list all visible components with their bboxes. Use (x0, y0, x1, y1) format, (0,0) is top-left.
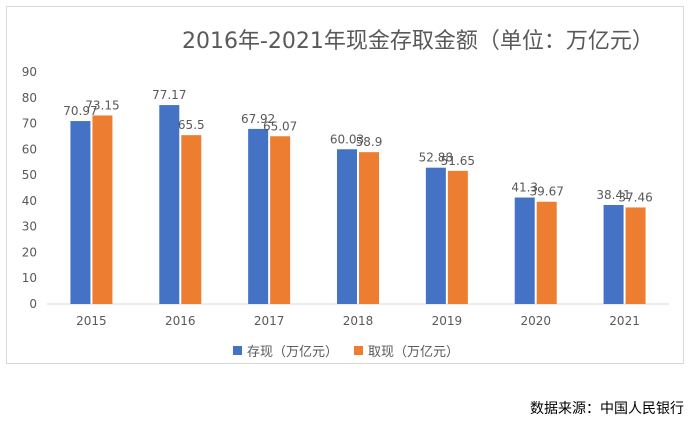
y-tick-label: 50 (22, 168, 37, 182)
data-label-withdrawal: 73.15 (85, 98, 119, 112)
data-label-deposit: 77.17 (152, 88, 186, 102)
legend-item-deposit: 存现（万亿元） (232, 341, 338, 360)
data-label-withdrawal: 65.07 (263, 119, 297, 133)
data-label-withdrawal: 65.5 (178, 118, 205, 132)
y-tick-label: 30 (22, 220, 37, 234)
y-tick-label: 80 (22, 91, 37, 105)
bar-deposit (159, 105, 180, 304)
bar-deposit (70, 121, 91, 304)
y-tick-label: 60 (22, 142, 37, 156)
legend-label-withdrawal: 取现（万亿元） (368, 345, 460, 360)
data-label-deposit: 52.88 (419, 151, 453, 165)
y-tick-label: 40 (22, 194, 37, 208)
bar-withdrawal (536, 201, 557, 304)
bar-withdrawal (270, 136, 291, 304)
legend-item-withdrawal: 取现（万亿元） (354, 341, 459, 360)
data-label-withdrawal: 58.9 (356, 135, 383, 149)
x-tick-label: 2017 (254, 314, 285, 328)
x-tick-label: 2021 (609, 314, 640, 328)
x-tick-label: 2018 (343, 314, 374, 328)
legend-label-deposit: 存现（万亿元） (246, 345, 338, 360)
data-label-withdrawal: 37.46 (618, 190, 652, 204)
bar-withdrawal (625, 207, 646, 304)
data-label-withdrawal: 39.67 (530, 185, 564, 199)
y-tick-label: 0 (29, 297, 37, 311)
chart-frame: 0 10 20 30 40 50 60 70 80 90 70.97 73.15 2015 77.17 65… (6, 6, 684, 364)
bar-withdrawal (359, 152, 379, 304)
bar-withdrawal (447, 170, 468, 304)
y-tick-label: 90 (22, 65, 37, 79)
x-tick-label: 2015 (76, 314, 107, 328)
bar-deposit (603, 204, 624, 304)
data-label-deposit: 60.03 (330, 132, 364, 146)
bar-deposit (248, 128, 269, 304)
chart-title: 2016年-2021年现金存取金额（单位：万亿元） (182, 29, 654, 54)
x-tick-label: 2020 (520, 314, 551, 328)
chart-legend: 存现（万亿元） 取现（万亿元） (7, 341, 685, 360)
bar-deposit (425, 167, 446, 304)
data-label-deposit: 38.41 (596, 188, 630, 202)
y-tick-label: 20 (22, 245, 37, 259)
bar-withdrawal (92, 115, 113, 305)
legend-swatch-withdrawal (354, 346, 363, 355)
data-label-withdrawal: 51.65 (441, 154, 475, 168)
x-tick-label: 2019 (432, 314, 463, 328)
bar-deposit (337, 149, 357, 304)
data-label-deposit: 41.3 (511, 181, 538, 195)
bar-deposit (514, 197, 535, 304)
bar-withdrawal (181, 135, 202, 304)
data-label-deposit: 70.97 (63, 104, 97, 118)
x-tick-label: 2016 (165, 314, 196, 328)
source-note: 数据来源：中国人民银行 (530, 401, 684, 417)
legend-swatch-deposit (232, 346, 242, 355)
y-tick-label: 10 (22, 271, 37, 285)
data-label-deposit: 67.92 (241, 112, 275, 126)
y-tick-label: 70 (22, 117, 37, 131)
